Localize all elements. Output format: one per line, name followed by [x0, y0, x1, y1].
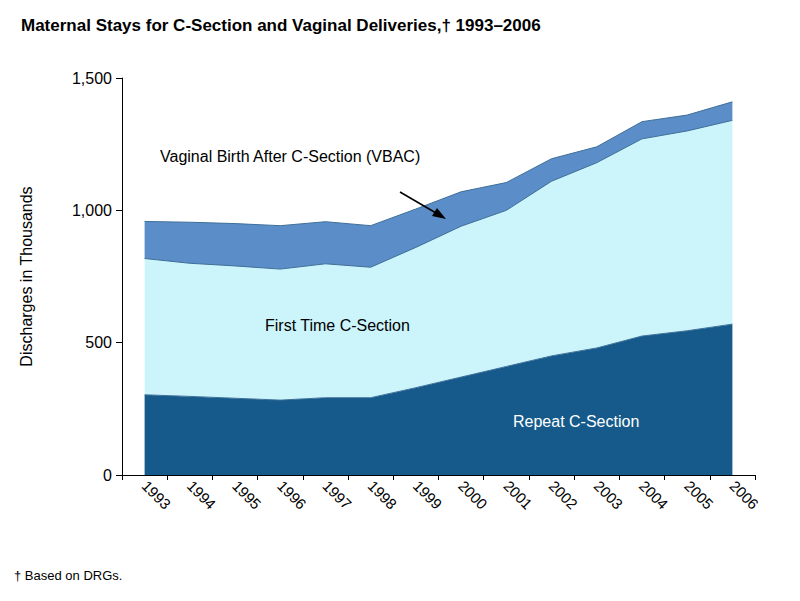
svg-text:1994: 1994	[184, 477, 220, 513]
svg-text:2001: 2001	[500, 477, 536, 513]
svg-text:1997: 1997	[319, 477, 355, 513]
svg-text:2000: 2000	[455, 477, 491, 513]
svg-text:2002: 2002	[546, 477, 582, 513]
svg-text:1,000: 1,000	[72, 202, 112, 219]
svg-text:1996: 1996	[274, 477, 310, 513]
svg-text:1,500: 1,500	[72, 70, 112, 87]
svg-text:0: 0	[103, 467, 112, 484]
svg-text:1998: 1998	[365, 477, 401, 513]
svg-text:2003: 2003	[591, 477, 627, 513]
svg-text:1993: 1993	[139, 477, 175, 513]
svg-text:Discharges in Thousands: Discharges in Thousands	[18, 186, 35, 366]
svg-text:1999: 1999	[410, 477, 446, 513]
svg-text:Vaginal Birth After C-Section: Vaginal Birth After C-Section (VBAC)	[160, 148, 420, 165]
svg-text:Repeat C-Section: Repeat C-Section	[513, 413, 639, 430]
svg-text:2004: 2004	[636, 477, 672, 513]
svg-text:2005: 2005	[681, 477, 717, 513]
svg-text:First Time C-Section: First Time C-Section	[265, 317, 410, 334]
svg-text:2006: 2006	[726, 477, 762, 513]
svg-text:Maternal Stays for C-Section a: Maternal Stays for C-Section and Vaginal…	[21, 16, 541, 35]
svg-text:1995: 1995	[229, 477, 265, 513]
svg-text:500: 500	[85, 334, 112, 351]
svg-text:† Based on DRGs.: † Based on DRGs.	[14, 568, 122, 583]
